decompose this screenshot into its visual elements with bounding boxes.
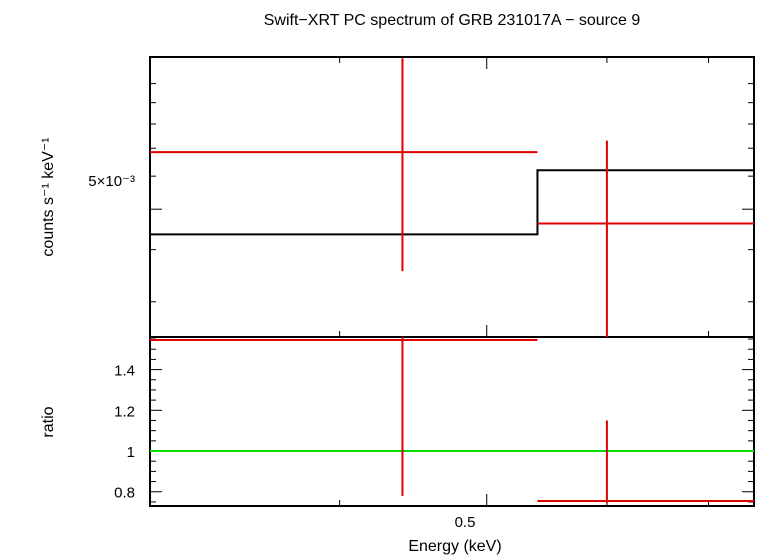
x-axis-label: Energy (keV) bbox=[408, 538, 501, 555]
spectrum-panel-frame bbox=[149, 56, 755, 338]
ratio-y-axis-label: ratio bbox=[40, 406, 57, 437]
chart-title: Swift−XRT PC spectrum of GRB 231017A − s… bbox=[264, 12, 641, 29]
spectrum-y-axis-label: counts s⁻¹ keV⁻¹ bbox=[40, 137, 57, 256]
ratio-y-tick-label: 1 bbox=[127, 444, 135, 461]
spectrum-y-tick-label: 5×10⁻³ bbox=[88, 173, 135, 190]
ratio-y-tick-label: 1.4 bbox=[114, 363, 135, 380]
ratio-panel-frame bbox=[149, 336, 755, 507]
ratio-y-tick-label: 0.8 bbox=[114, 485, 135, 502]
ratio-y-tick-labels: 0.8 1 1.2 1.4 bbox=[114, 363, 135, 502]
data-marks bbox=[150, 58, 754, 503]
ratio-y-tick-label: 1.2 bbox=[114, 403, 135, 420]
model-step-line bbox=[150, 169, 754, 236]
axis-ticks bbox=[150, 57, 754, 506]
x-tick-label: 0.5 bbox=[455, 514, 476, 531]
